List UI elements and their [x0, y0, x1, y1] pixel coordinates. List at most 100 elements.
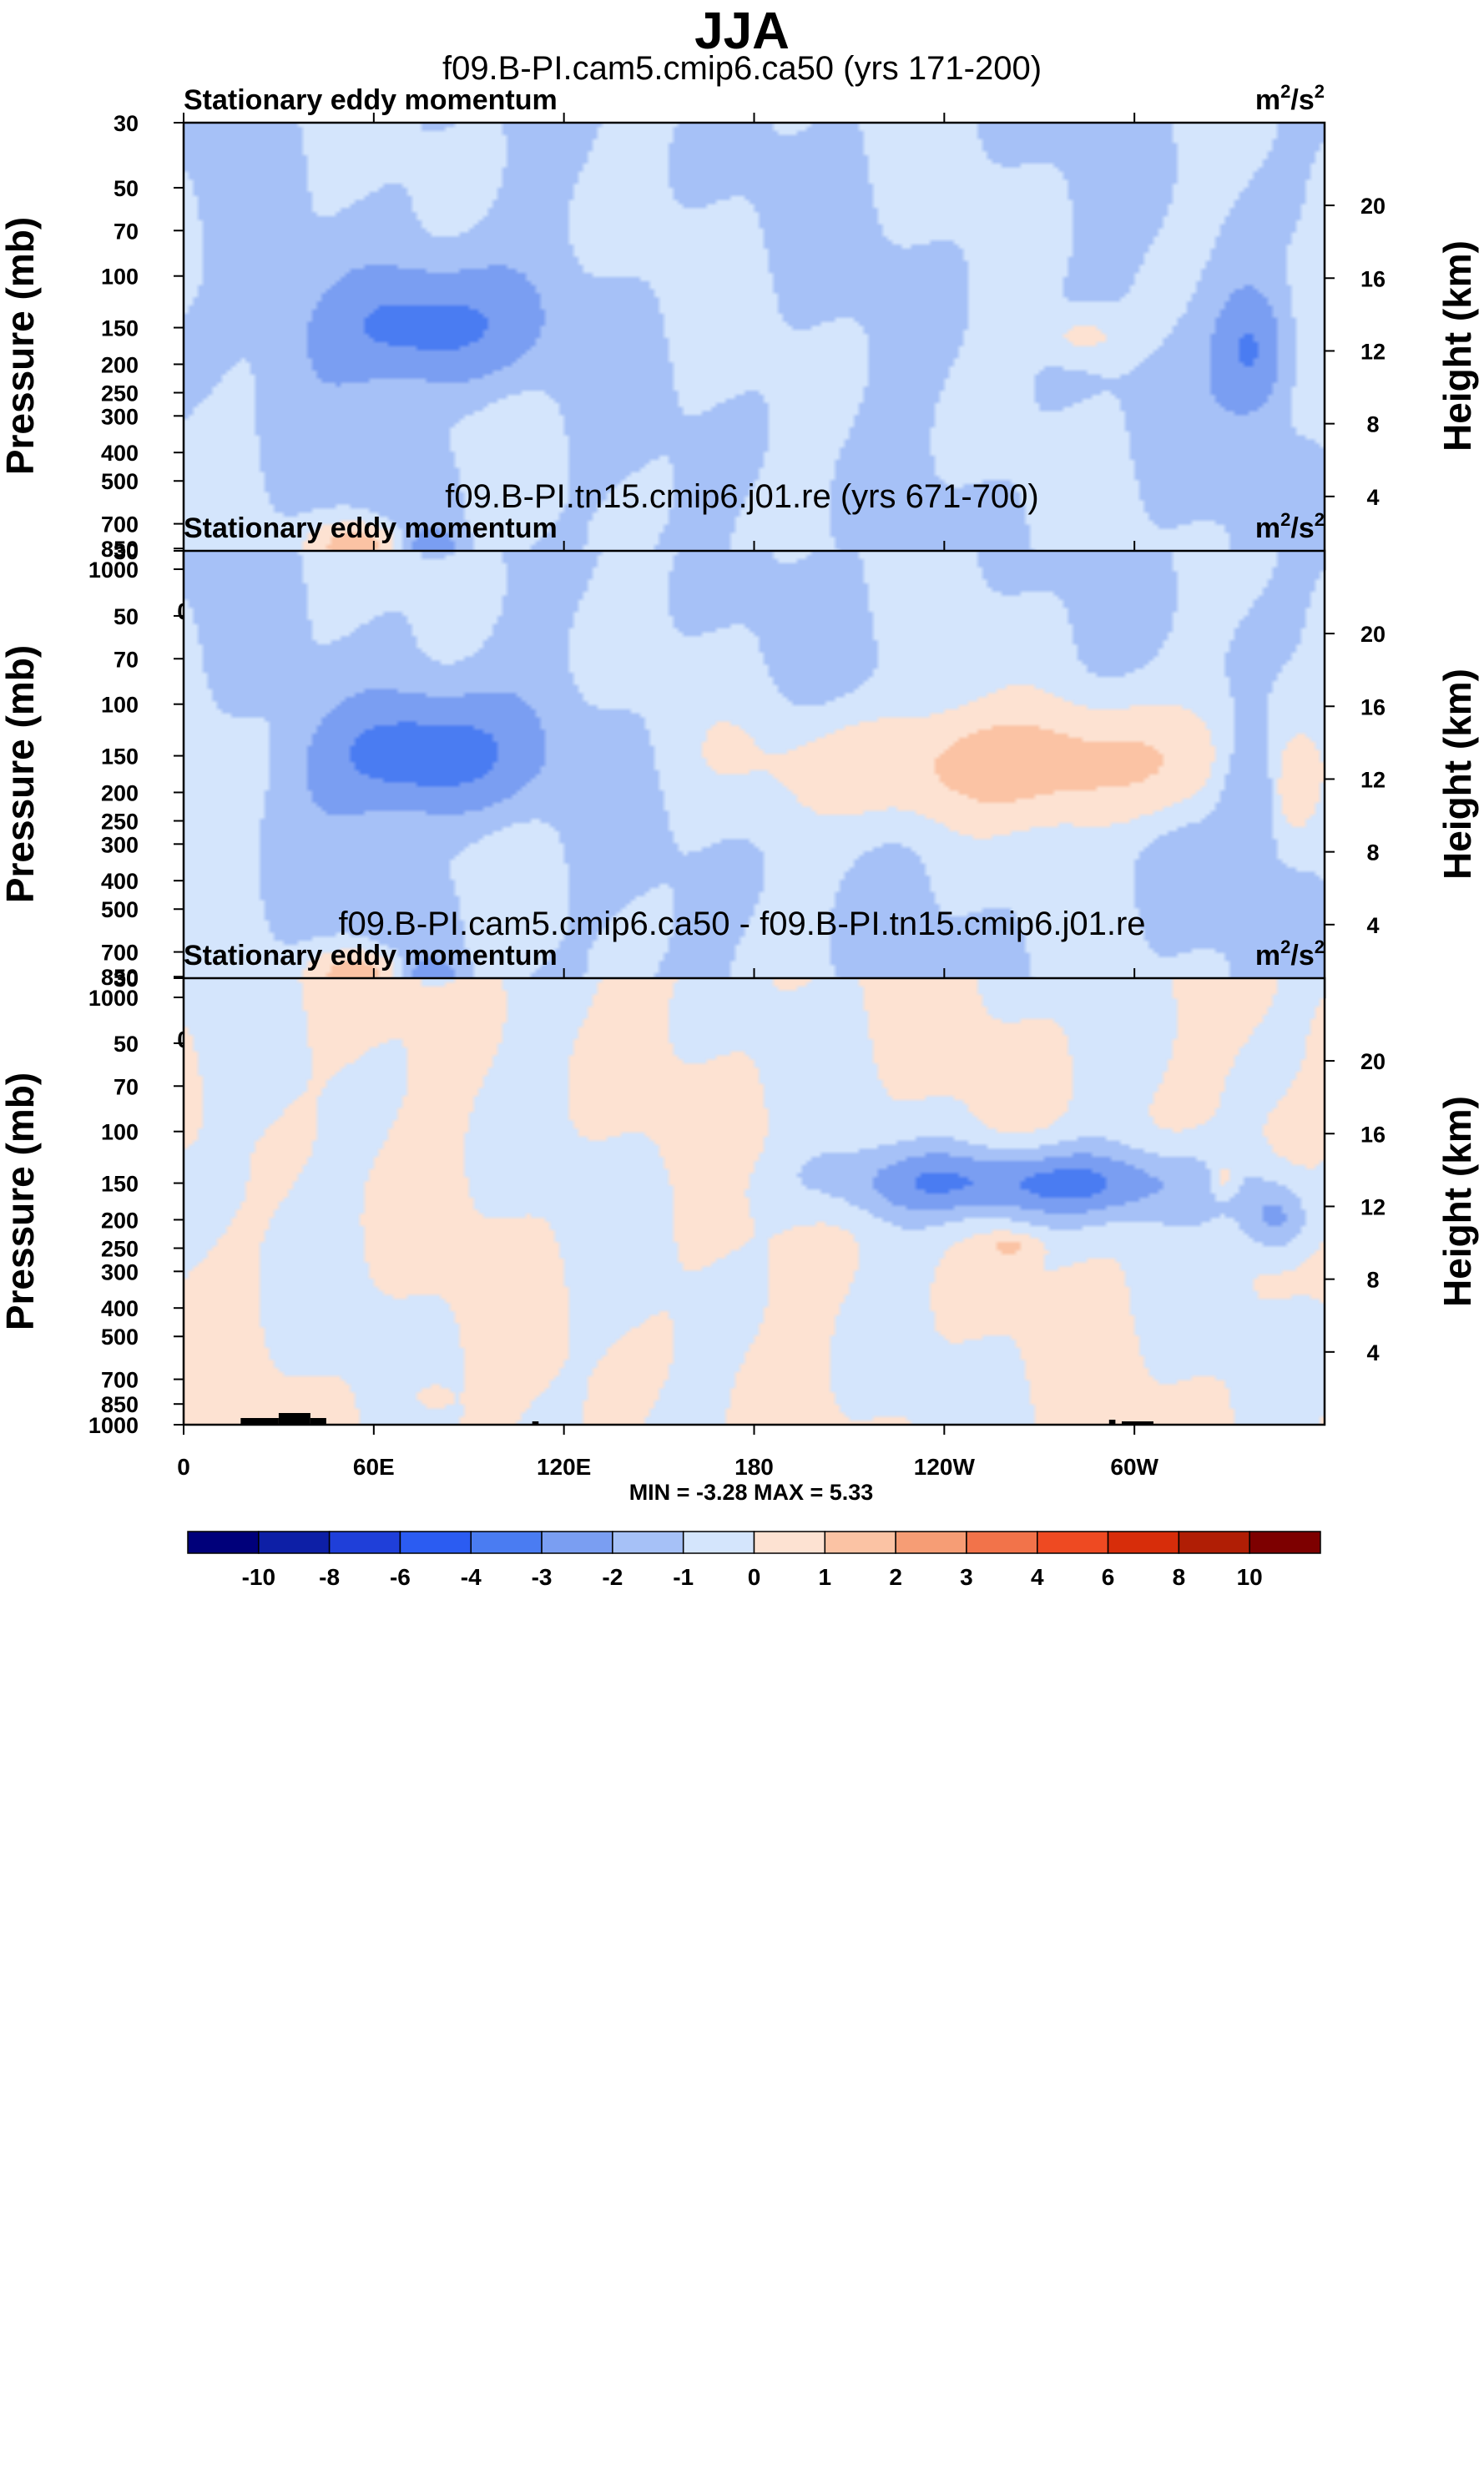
chart-subtitle: Stationary eddy momentum: [184, 84, 558, 116]
y-tick-label: 500: [101, 469, 139, 494]
colorbar-label: 10: [1237, 1564, 1263, 1590]
colorbar-label: -3: [532, 1564, 553, 1590]
y-tick-label: 30: [114, 966, 139, 992]
height-tick-label: 16: [1360, 1122, 1386, 1147]
units-exp: 2: [1280, 81, 1290, 102]
height-tick-label: 20: [1360, 622, 1386, 647]
y-tick-label: 700: [101, 512, 139, 537]
colorbar-label: 4: [1031, 1564, 1044, 1590]
colorbar-box: [753, 1531, 826, 1554]
y-tick-label: 1000: [88, 986, 139, 1011]
colorbar-label: -10: [242, 1564, 275, 1590]
chart-panel-3: f09.B-PI.cam5.cmip6.ca50 - f09.B-PI.tn15…: [0, 906, 1479, 1590]
y-tick-label: 100: [101, 1120, 139, 1145]
units-label: m2/s2: [1255, 936, 1325, 971]
units-mid: /s: [1290, 512, 1314, 544]
y-tick-label: 500: [101, 1325, 139, 1350]
colorbar-box: [328, 1531, 401, 1554]
colorbar-box: [541, 1531, 613, 1554]
y-tick-label: 850: [101, 965, 139, 990]
units-label: m2/s2: [1255, 509, 1325, 544]
chart-title: f09.B-PI.cam5.cmip6.ca50 - f09.B-PI.tn15…: [338, 906, 1145, 942]
y-tick-label: 300: [101, 404, 139, 429]
height-tick-label: 4: [1366, 913, 1379, 938]
y-tick-label: 400: [101, 441, 139, 466]
y-axis-label-right: Height (km): [1436, 669, 1479, 880]
height-tick-label: 4: [1366, 485, 1379, 510]
y-tick-label: 100: [101, 693, 139, 718]
height-tick-label: 16: [1360, 266, 1386, 291]
height-tick-label: 8: [1366, 840, 1379, 866]
height-tick-label: 16: [1360, 694, 1386, 719]
chart-title: f09.B-PI.tn15.cmip6.j01.re (yrs 671-700): [445, 478, 1038, 515]
colorbar-box: [1037, 1531, 1109, 1554]
units-mid: /s: [1290, 84, 1314, 116]
contour-field: [184, 551, 1325, 997]
y-axis-label: Pressure (mb): [0, 645, 42, 903]
y-tick-label: 70: [114, 647, 139, 672]
topography: [532, 1421, 539, 1425]
colorbar-label: -2: [602, 1564, 623, 1590]
height-tick-label: 12: [1360, 1194, 1386, 1219]
x-tick-label: 0: [177, 1454, 190, 1480]
colorbar-box: [470, 1531, 543, 1554]
y-tick-label: 50: [114, 604, 139, 629]
x-tick-label: 60E: [353, 1454, 395, 1480]
x-tick-label: 120E: [537, 1454, 591, 1480]
units-label: m2/s2: [1255, 81, 1325, 116]
y-tick-label: 400: [101, 1296, 139, 1321]
y-tick-label: 150: [101, 744, 139, 770]
colorbar-label: 1: [819, 1564, 832, 1590]
colorbar-box: [824, 1531, 896, 1554]
y-axis-label-right: Height (km): [1436, 240, 1479, 452]
colorbar-label: 6: [1102, 1564, 1115, 1590]
colorbar-box: [612, 1531, 684, 1554]
chart-title: f09.B-PI.cam5.cmip6.ca50 (yrs 171-200): [442, 50, 1042, 87]
colorbar-box: [1249, 1531, 1321, 1554]
units-exp: 2: [1315, 81, 1325, 102]
colorbar-box: [1107, 1531, 1180, 1554]
y-tick-label: 200: [101, 352, 139, 377]
chart-subtitle: Stationary eddy momentum: [184, 512, 558, 544]
units-base: m: [1255, 512, 1280, 544]
y-tick-label: 300: [101, 1259, 139, 1284]
colorbar-box: [682, 1531, 755, 1554]
chart-subtitle: Stationary eddy momentum: [184, 940, 558, 971]
contour-field: [184, 978, 1325, 1425]
y-tick-label: 70: [114, 219, 139, 244]
height-tick-label: 8: [1366, 1268, 1379, 1293]
units-base: m: [1255, 940, 1280, 971]
height-tick-label: 20: [1360, 1049, 1386, 1074]
colorbar-label: -4: [461, 1564, 482, 1590]
y-tick-label: 250: [101, 809, 139, 834]
y-tick-label: 30: [114, 539, 139, 564]
y-tick-label: 850: [101, 1392, 139, 1417]
height-tick-label: 8: [1366, 412, 1379, 437]
colorbar-label: -1: [673, 1564, 694, 1590]
y-tick-label: 700: [101, 941, 139, 966]
y-axis-label-right: Height (km): [1436, 1096, 1479, 1307]
colorbar-box: [399, 1531, 472, 1554]
topography: [240, 1418, 279, 1425]
colorbar-label: -8: [319, 1564, 340, 1590]
page-title: JJA: [694, 3, 790, 60]
x-tick-label: 180: [734, 1454, 774, 1480]
colorbar-label: -6: [390, 1564, 411, 1590]
colorbar-box: [895, 1531, 967, 1554]
units-mid: /s: [1290, 940, 1314, 971]
y-tick-label: 150: [101, 1172, 139, 1197]
colorbar-box: [258, 1531, 331, 1554]
units-exp: 2: [1315, 936, 1325, 957]
height-tick-label: 20: [1360, 194, 1386, 219]
y-tick-label: 50: [114, 176, 139, 201]
x-tick-label: 120W: [914, 1454, 976, 1480]
colorbar-label: 3: [960, 1564, 973, 1590]
colorbar-box: [187, 1531, 260, 1554]
colorbar-box: [1178, 1531, 1250, 1554]
units-base: m: [1255, 84, 1280, 116]
y-tick-label: 150: [101, 316, 139, 341]
y-tick-label: 1000: [88, 558, 139, 583]
y-tick-label: 850: [101, 537, 139, 562]
topography: [1108, 1420, 1116, 1425]
